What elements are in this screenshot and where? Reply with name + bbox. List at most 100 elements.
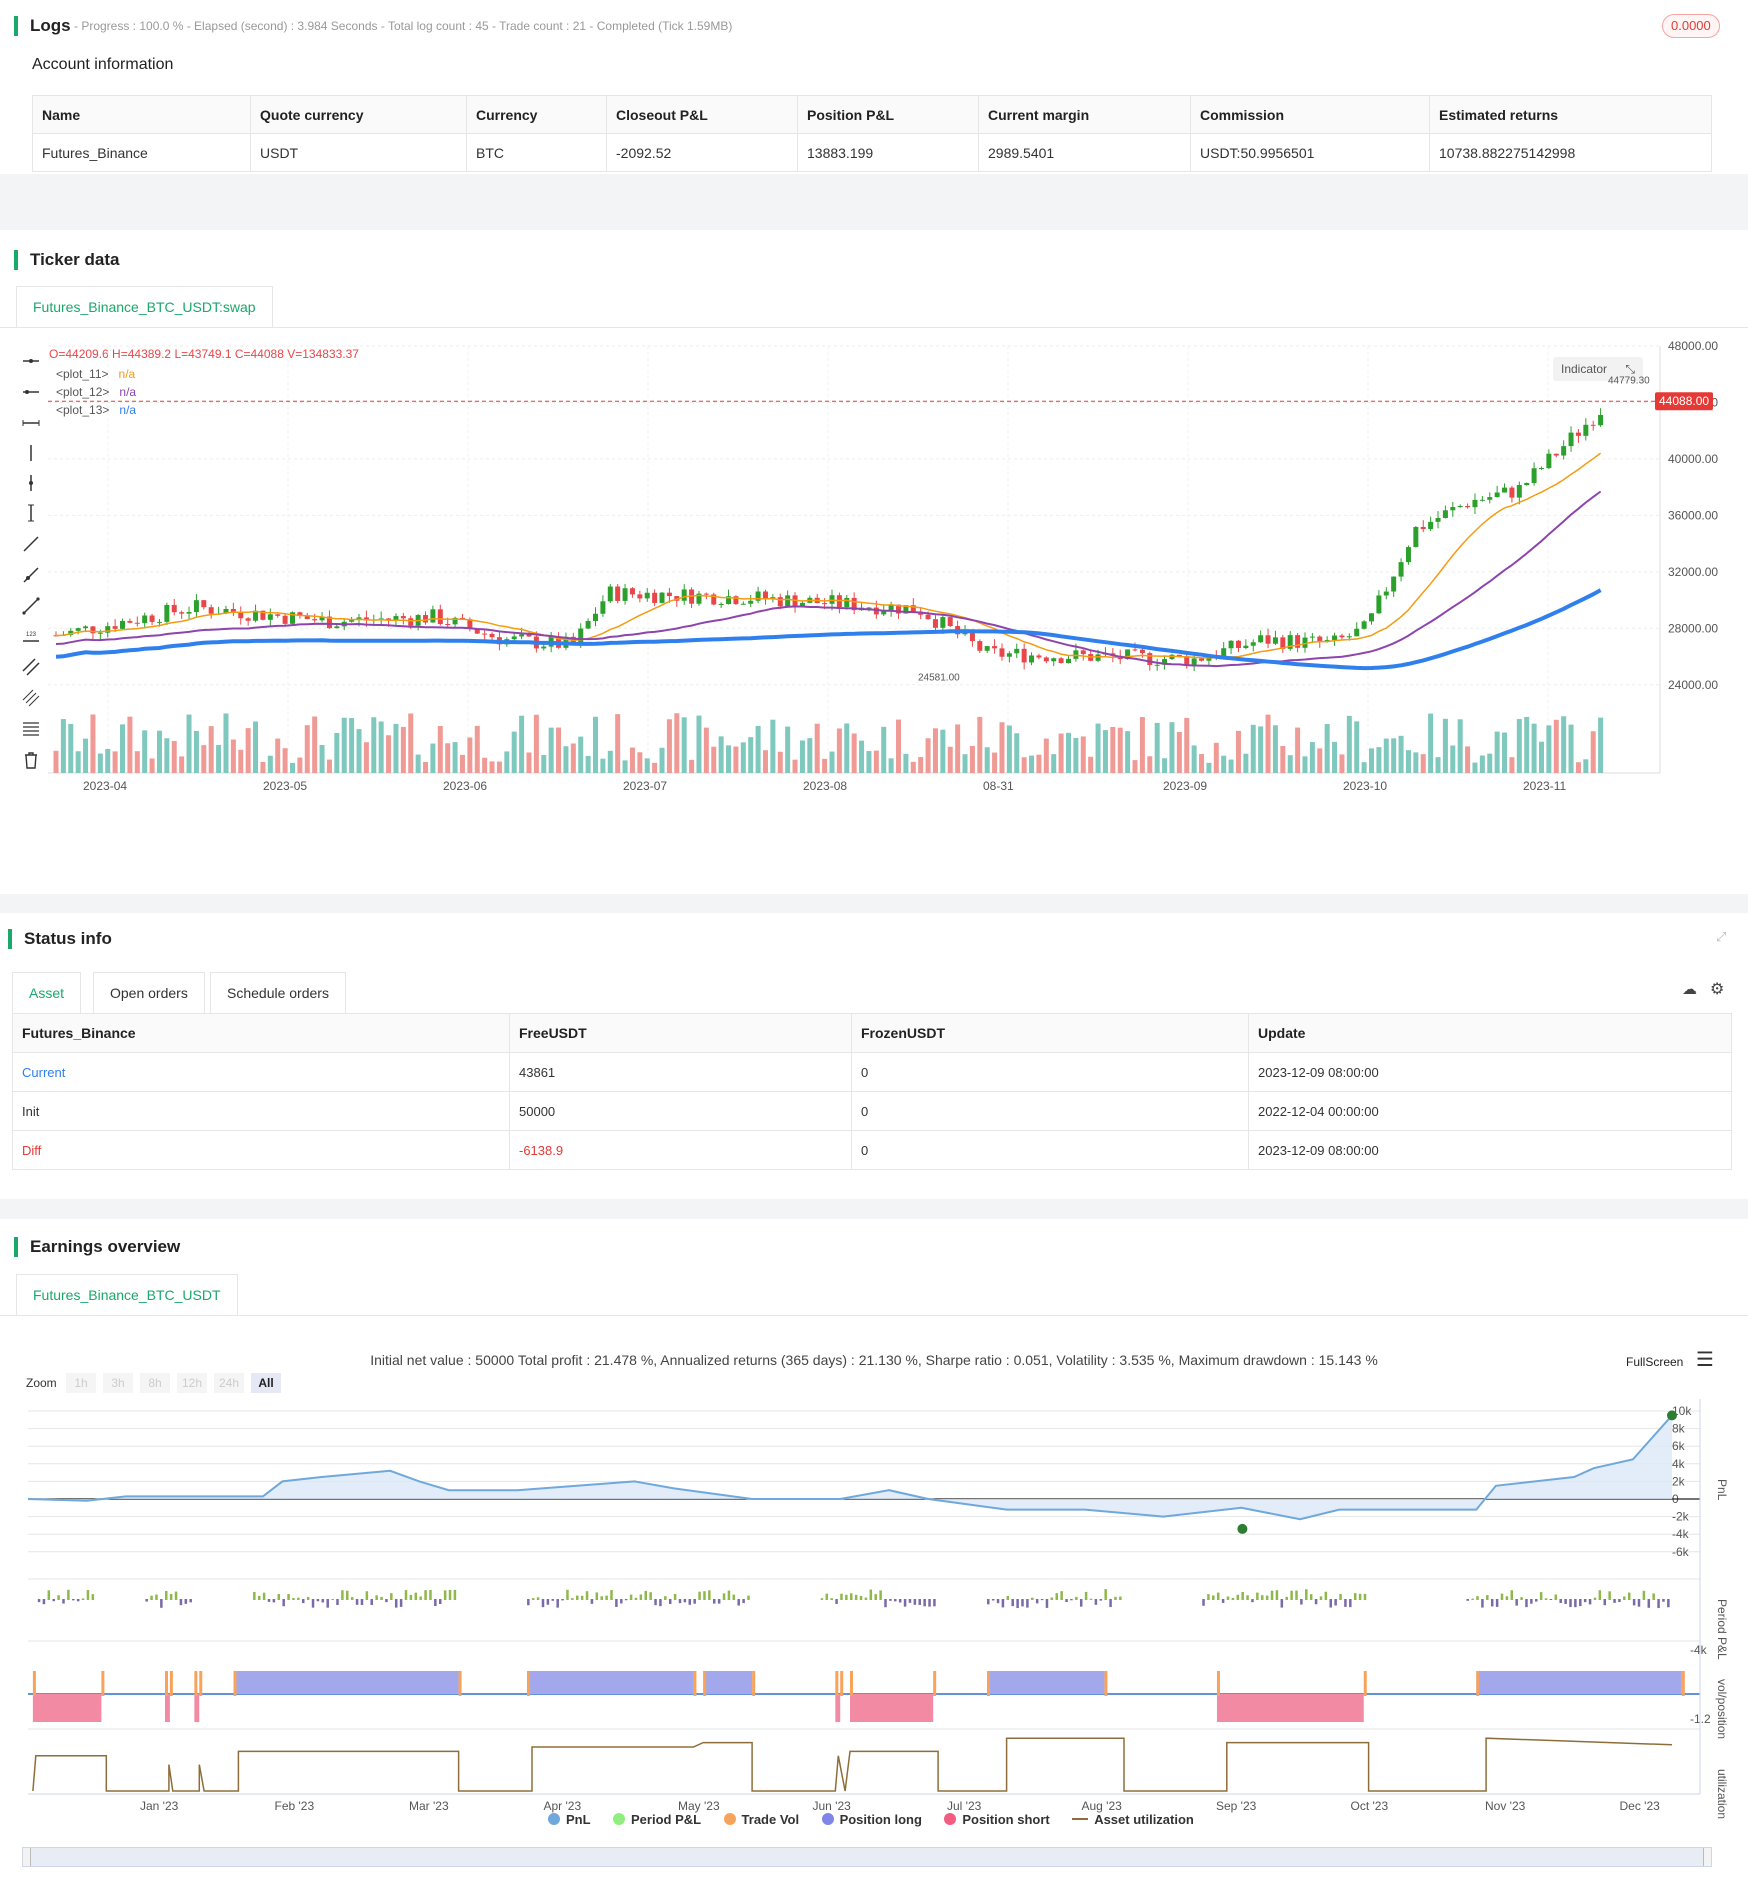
tab-schedule-orders[interactable]: Schedule orders xyxy=(210,972,346,1013)
volume-bar xyxy=(874,751,879,773)
volume-bar xyxy=(1406,750,1411,773)
candle-body xyxy=(1199,658,1204,660)
period-pnl-bar xyxy=(1657,1599,1660,1608)
candle-body xyxy=(1569,433,1574,447)
candlestick-chart[interactable]: 48000.0044000.0040000.0036000.0032000.00… xyxy=(0,328,1748,808)
navigator-scrollbar[interactable] xyxy=(22,1847,1712,1867)
candle-body xyxy=(1376,595,1381,613)
candle-body xyxy=(1517,485,1522,498)
legend-position-long[interactable]: Position long xyxy=(822,1812,922,1827)
period-pnl-bar xyxy=(429,1590,432,1600)
volume-bar xyxy=(194,731,199,773)
navigator-right-handle[interactable] xyxy=(1703,1848,1711,1866)
legend-trade-vol[interactable]: Trade Vol xyxy=(724,1812,800,1827)
volume-bar xyxy=(719,736,724,773)
volume-bar xyxy=(497,762,502,773)
volume-bar xyxy=(881,727,886,773)
tab-ticker-symbol[interactable]: Futures_Binance_BTC_USDT:swap xyxy=(16,286,273,328)
candle-body xyxy=(187,612,192,614)
period-pnl-bar xyxy=(821,1598,824,1600)
period-pnl-bar xyxy=(1628,1593,1631,1600)
candle-body xyxy=(1266,635,1271,643)
period-pnl-bar xyxy=(556,1599,559,1608)
candle-body xyxy=(615,587,620,601)
trade-vol-bar xyxy=(1217,1671,1220,1696)
legend-position-short[interactable]: Position short xyxy=(944,1812,1049,1827)
period-pnl-bar xyxy=(1613,1599,1616,1603)
expand-icon[interactable]: ⤢ xyxy=(1716,929,1726,945)
tab-earnings-symbol[interactable]: Futures_Binance_BTC_USDT xyxy=(16,1274,238,1316)
fullscreen-button[interactable]: FullScreen xyxy=(1626,1355,1683,1369)
volume-bar xyxy=(416,755,421,773)
period-pnl-bar xyxy=(679,1599,682,1603)
cell-estimated-returns: 10738.882275142998 xyxy=(1430,134,1712,172)
candle-body xyxy=(1495,493,1500,498)
candle-body xyxy=(275,614,280,615)
cell-position-pnl: 13883.199 xyxy=(798,134,979,172)
candle-body xyxy=(593,614,598,621)
period-pnl-bar xyxy=(1540,1592,1543,1600)
date-tick-label: 2023-07 xyxy=(623,779,667,793)
period-pnl-bar xyxy=(1550,1599,1553,1600)
menu-icon[interactable]: ☰ xyxy=(1696,1347,1714,1372)
zoom-24h-button[interactable]: 24h xyxy=(214,1373,244,1393)
period-pnl-bar xyxy=(371,1599,374,1605)
period-pnl-bar xyxy=(1594,1598,1597,1600)
zoom-12h-button[interactable]: 12h xyxy=(177,1373,207,1393)
period-pnl-bar xyxy=(689,1599,692,1605)
volume-bar xyxy=(393,724,398,773)
candle-body xyxy=(157,622,162,623)
gear-icon[interactable]: ⚙ xyxy=(1710,979,1724,999)
logs-badge[interactable]: 0.0000 xyxy=(1662,14,1720,38)
period-pnl-bar xyxy=(591,1599,594,1604)
candle-body xyxy=(600,601,605,613)
cloud-download-icon[interactable]: ☁ xyxy=(1682,980,1697,998)
volume-bar xyxy=(556,728,561,773)
period-pnl-bar xyxy=(268,1599,271,1602)
period-pnl-bar xyxy=(1080,1599,1083,1607)
candle-body xyxy=(1310,637,1315,638)
zoom-all-button[interactable]: All xyxy=(251,1373,281,1393)
period-pnl-bar xyxy=(1100,1599,1103,1601)
logs-panel: Logs - Progress : 100.0 % - Elapsed (sec… xyxy=(0,0,1748,174)
volume-bar xyxy=(859,741,864,773)
period-pnl-bar xyxy=(659,1599,662,1606)
volume-bar xyxy=(571,743,576,773)
legend-asset-utilization[interactable]: Asset utilization xyxy=(1072,1812,1194,1827)
pnl-tick-label: 4k xyxy=(1672,1457,1686,1471)
volume-bar xyxy=(807,738,812,773)
zoom-8h-button[interactable]: 8h xyxy=(140,1373,170,1393)
legend-pnl[interactable]: PnL xyxy=(548,1812,591,1827)
volume-bar xyxy=(430,744,435,773)
period-pnl-bar xyxy=(1501,1594,1504,1600)
period-pnl-bar xyxy=(287,1594,290,1600)
legend-period-pnl[interactable]: Period P&L xyxy=(613,1812,701,1827)
candle-body xyxy=(1036,655,1041,657)
trade-vol-bar xyxy=(987,1671,990,1696)
zoom-1h-button[interactable]: 1h xyxy=(66,1373,96,1393)
period-pnl-bar xyxy=(1246,1595,1249,1600)
zoom-3h-button[interactable]: 3h xyxy=(103,1373,133,1393)
volume-bar xyxy=(903,754,908,773)
volume-bar xyxy=(1118,728,1123,773)
period-pnl-bar xyxy=(933,1599,936,1606)
period-pnl-bar xyxy=(596,1592,599,1600)
period-pnl-bar xyxy=(1095,1599,1098,1605)
volume-bar xyxy=(963,754,968,773)
axis-title: Period P&L xyxy=(1715,1599,1729,1660)
tab-asset[interactable]: Asset xyxy=(12,972,81,1013)
period-pnl-bar xyxy=(904,1599,907,1607)
candle-body xyxy=(1509,488,1514,498)
asset-table: Futures_Binance FreeUSDT FrozenUSDT Upda… xyxy=(12,1013,1732,1170)
volume-bar xyxy=(1539,742,1544,773)
period-pnl-bar xyxy=(405,1590,408,1600)
period-pnl-bar xyxy=(889,1599,892,1601)
volume-bar xyxy=(1517,719,1522,773)
logs-title: Logs xyxy=(14,16,71,36)
volume-bar xyxy=(1502,733,1507,773)
navigator-left-handle[interactable] xyxy=(23,1848,31,1866)
tab-open-orders[interactable]: Open orders xyxy=(93,972,205,1013)
candle-body xyxy=(430,609,435,622)
period-pnl-bar xyxy=(1036,1599,1039,1603)
